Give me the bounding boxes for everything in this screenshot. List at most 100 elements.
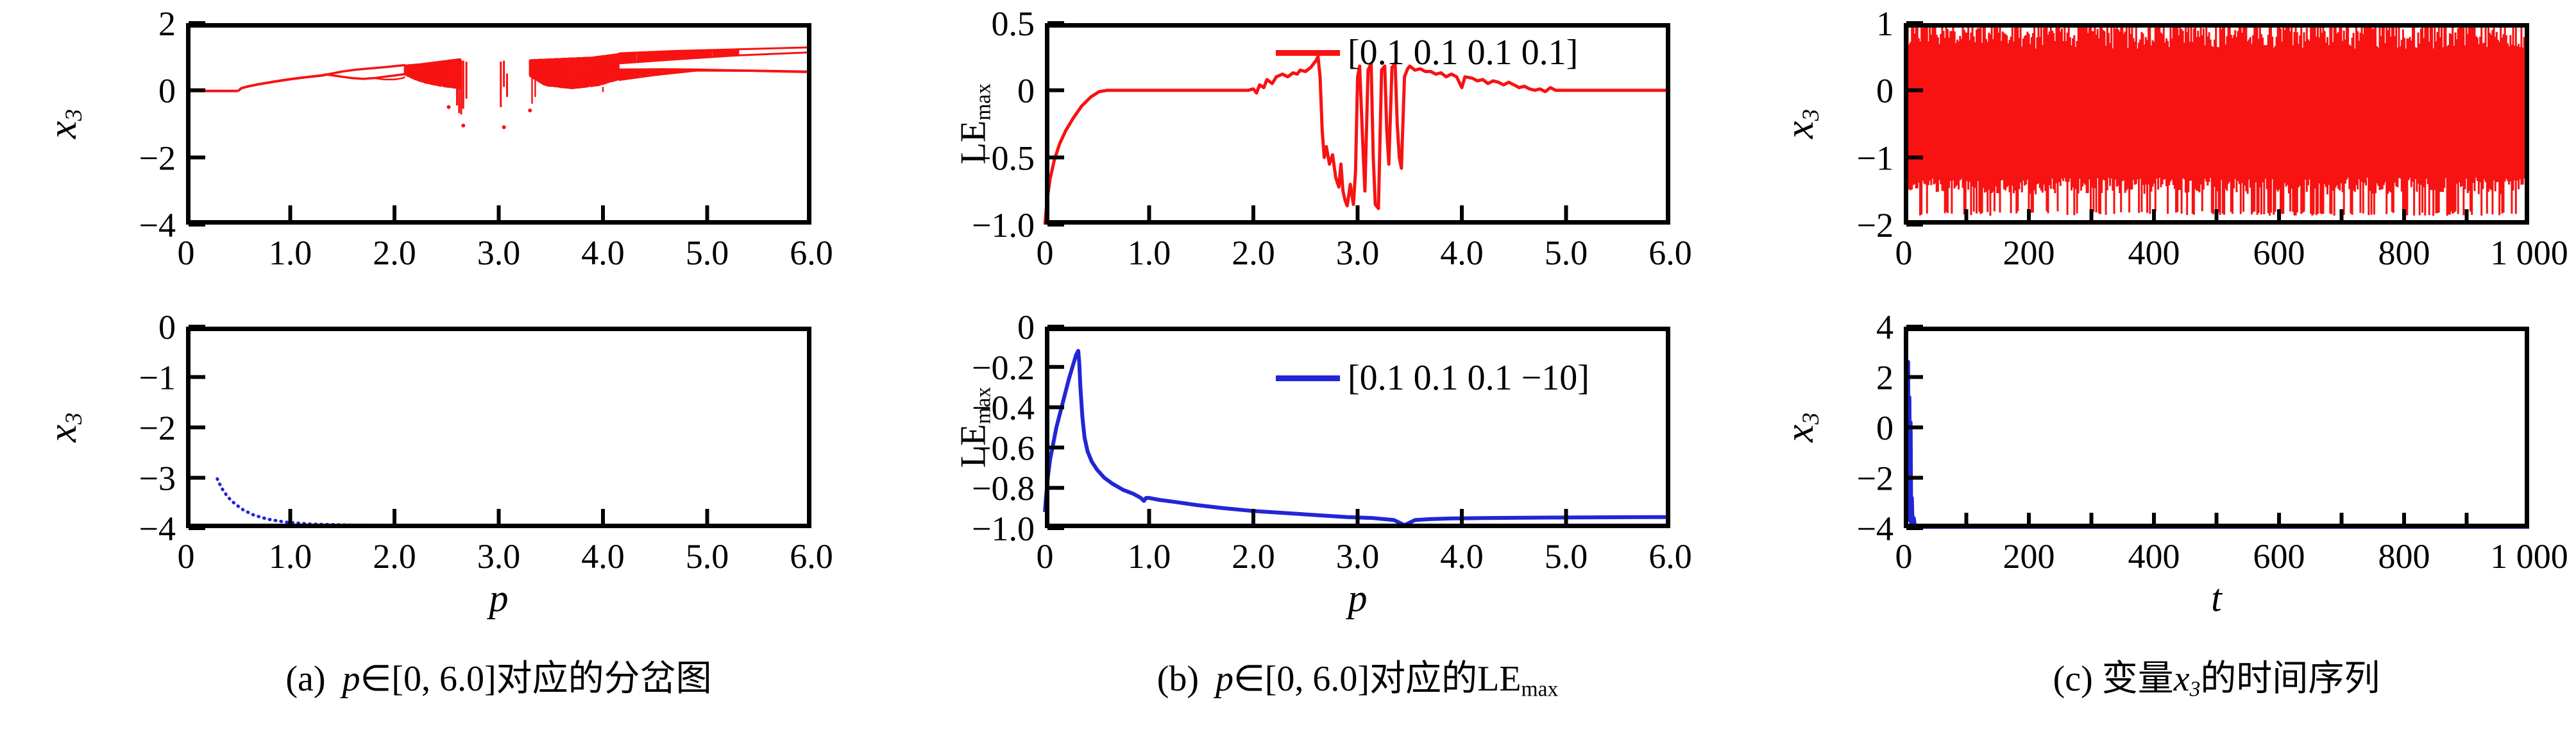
tick-label: 0 [158, 72, 176, 110]
tick-label: 800 [2378, 234, 2430, 272]
plot-ticks [189, 21, 709, 227]
caption-a-text: ∈[0, 6.0]对应的分岔图 [360, 659, 712, 699]
caption-c-index: (c) [2053, 659, 2093, 699]
tick-label: 2 [158, 4, 176, 43]
x-axis-label-c: t [2211, 577, 2222, 619]
tick-label: −4 [139, 206, 176, 245]
plot-ticks [1047, 21, 1568, 227]
tick-labels: 0 1.0 2.0 3.0 4.0 5.0 6.0 0 −1 −2 −3 −4 [139, 308, 833, 576]
tick-label: 3.0 [1336, 234, 1380, 272]
tick-labels: 0 1.0 2.0 3.0 4.0 5.0 6.00−0.2−0.4−0.6−0.8−1.0 [972, 308, 1692, 576]
tick-label: 0 [1895, 234, 1913, 272]
caption-c-text: 的时间序列 [2200, 659, 2380, 699]
tick-label: 4.0 [581, 234, 625, 272]
tick-label: 6.0 [790, 537, 833, 576]
tick-label: −0.4 [972, 389, 1035, 427]
tick-label: 5.0 [686, 234, 729, 272]
y-axis-label-x3-c-bottom: x3 [1777, 413, 1825, 442]
plot-series [1043, 348, 1671, 528]
tick-label: −0.2 [972, 348, 1035, 387]
tick-label: 3.0 [477, 234, 521, 272]
tick-label: 4.0 [1440, 234, 1484, 272]
tick-label: 0 [1876, 72, 1894, 110]
plot-area-c-bottom: 0 200 400 600 800 1 000 4 2 0 −2 −4 [1857, 308, 2568, 576]
tick-label: 200 [2003, 234, 2055, 272]
plot-frame [186, 327, 811, 528]
plot-series [187, 327, 813, 528]
plot-series [1043, 55, 1670, 225]
tick-label: 2.0 [373, 234, 416, 272]
tick-label: −2 [139, 409, 176, 447]
tick-label: 400 [2128, 537, 2180, 576]
tick-label: 1.0 [269, 537, 312, 576]
plot-area-c-top: 0 200 400 600 800 1 000 1 0 −1 −2 [1857, 4, 2568, 272]
legend-blue-label: [0.1 0.1 0.1 −10] [1348, 358, 1589, 398]
panel-a: x3 0 1.0 2.0 3.0 4.0 5.0 6.0 2 0 −2 −4 x3 0 1.0 2.0 3… [0, 0, 859, 738]
tick-label: 600 [2253, 234, 2305, 272]
caption-b-text: ∈[0, 6.0]对应的LE [1233, 659, 1521, 699]
tick-labels: 0 1.0 2.0 3.0 4.0 5.0 6.0 2 0 −2 −4 [139, 4, 833, 272]
plot-ticks [189, 325, 709, 530]
tick-label: 6.0 [790, 234, 833, 272]
plot-frame [186, 23, 811, 225]
legend-blue-initial-condition: [0.1 0.1 0.1 −10] [1276, 357, 1589, 399]
caption-a: (a) p∈[0, 6.0]对应的分岔图 [154, 649, 843, 701]
tick-label: 0 [1037, 234, 1054, 272]
caption-b-math-p: p [1215, 659, 1233, 699]
tick-label: 1.0 [1128, 234, 1171, 272]
tick-label: −4 [139, 510, 176, 548]
tick-label: 2 [1876, 359, 1894, 397]
plot-frame [1904, 327, 2529, 528]
caption-c-math-x: x [2173, 659, 2190, 699]
x-axis-label-a: p [489, 577, 509, 619]
tick-label: 1 000 [2490, 234, 2568, 272]
tick-label: −0.5 [972, 139, 1035, 177]
bifurcation-plot-blue: 0 1.0 2.0 3.0 4.0 5.0 6.0 0 −1 −2 −3 −4 [139, 308, 833, 576]
lyapunov-plot-red: 0 1.0 2.0 3.0 4.0 5.0 6.0 0.5 0 −0.5 −1.0 [972, 4, 1692, 272]
tick-label: 5.0 [1545, 234, 1588, 272]
caption-b-index: (b) [1157, 659, 1199, 699]
x3-symbol: x [1777, 121, 1822, 139]
plot-series [1904, 23, 2528, 216]
panel-b: LEmax 0 1.0 2.0 3.0 4.0 5.0 6.0 0.5 0 −0.5 −1.0 [0… [859, 0, 1718, 738]
tick-label: −0.8 [972, 469, 1035, 508]
tick-labels: 0 200 400 600 800 1 000 1 0 −1 −2 [1857, 4, 2568, 272]
plot-ticks [1906, 21, 2469, 227]
legend-blue-line-icon [1276, 375, 1340, 381]
tick-label: 4 [1876, 308, 1894, 347]
x3-subscript: 3 [61, 412, 88, 425]
tick-label: 1.0 [1128, 537, 1171, 576]
caption-b: (b) p∈[0, 6.0]对应的LEmax [1013, 649, 1702, 701]
plot-area-b-top: 0 1.0 2.0 3.0 4.0 5.0 6.0 0.5 0 −0.5 −1.0 [0.1 0.1… [972, 4, 1692, 272]
tick-label: −1 [139, 359, 176, 397]
tick-label: 1 [1876, 4, 1894, 43]
tick-label: 2.0 [1232, 537, 1275, 576]
tick-label: −1.0 [972, 510, 1035, 548]
plot-frame [1045, 327, 1670, 528]
tick-label: −3 [139, 459, 176, 498]
tick-label: 1 000 [2490, 537, 2568, 576]
panel-c: x3 0 200 400 600 800 1 000 1 0 −1 −2 x3 0 200 400 60… [1718, 0, 2576, 738]
lyapunov-plot-blue: 0 1.0 2.0 3.0 4.0 5.0 6.00−0.2−0.4−0.6−0.8−1.0 [972, 308, 1692, 576]
bifurcation-plot-red: 0 1.0 2.0 3.0 4.0 5.0 6.0 2 0 −2 −4 [139, 4, 833, 272]
x3-symbol: x [40, 424, 85, 443]
tick-label: −0.6 [972, 429, 1035, 467]
tick-label: 2.0 [1232, 234, 1275, 272]
caption-c-pre: 变量 [2101, 659, 2174, 699]
x-axis-label-b: p [1348, 577, 1368, 619]
tick-label: 0 [1895, 537, 1913, 576]
x3-symbol: x [1777, 424, 1822, 443]
tick-label: −1 [1857, 139, 1894, 177]
caption-c-subscript: 3 [2189, 677, 2201, 701]
plot-frame [1904, 23, 2529, 225]
plot-area-a-top: 0 1.0 2.0 3.0 4.0 5.0 6.0 2 0 −2 −4 [139, 4, 833, 272]
tick-label: 200 [2003, 537, 2055, 576]
plot-series [1903, 336, 2529, 529]
caption-c: (c) 变量x3的时间序列 [1872, 649, 2561, 701]
tick-label: 4.0 [1440, 537, 1484, 576]
x3-subscript: 3 [61, 108, 88, 121]
tick-label: 2.0 [373, 537, 416, 576]
tick-label: 0 [1017, 72, 1035, 110]
tick-label: 0 [178, 234, 195, 272]
